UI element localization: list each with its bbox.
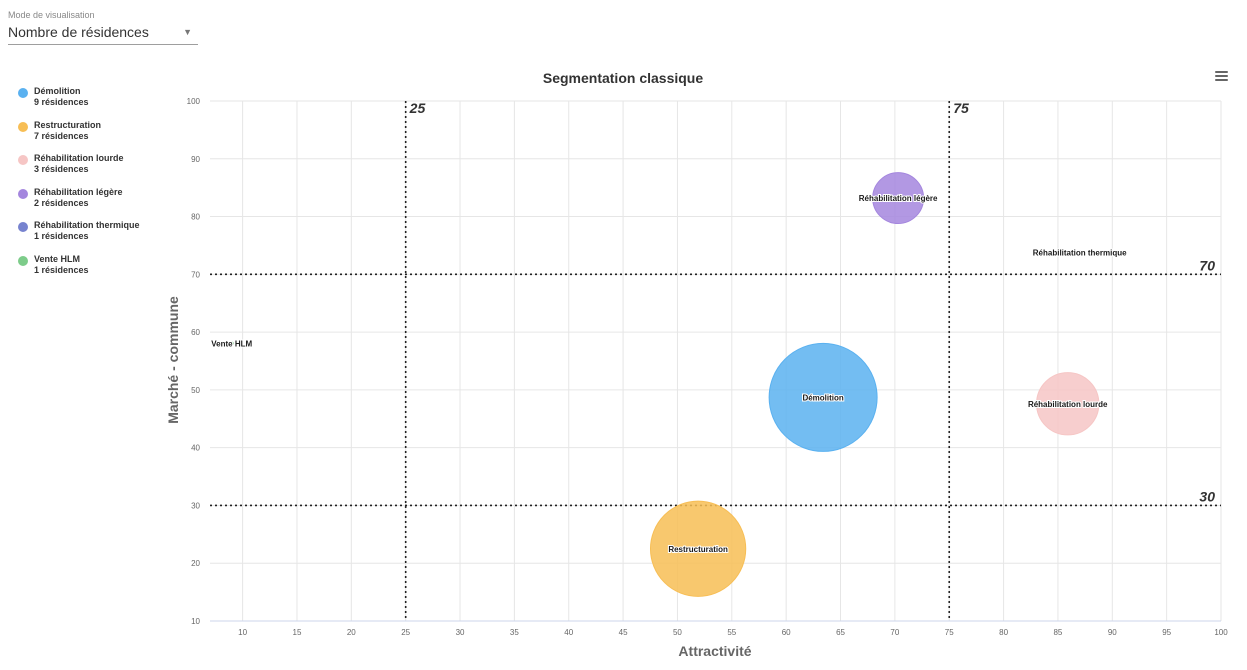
menu-bar	[1215, 79, 1228, 81]
visualisation-mode-select[interactable]: Mode de visualisation Nombre de résidenc…	[8, 10, 198, 45]
x-tick-label: 15	[293, 628, 302, 637]
bubble-data-label: Réhabilitation lourde	[1028, 400, 1108, 409]
y-tick-label: 10	[191, 617, 200, 626]
legend-item-rehabilitation-legere[interactable]: Réhabilitation légère 2 résidences	[18, 187, 168, 221]
x-tick-label: 55	[727, 628, 736, 637]
legend-item-demolition[interactable]: Démolition 9 résidences	[18, 86, 168, 120]
legend-item-name: Réhabilitation thermique	[34, 220, 140, 231]
x-tick-label: 50	[673, 628, 682, 637]
bubble-point	[229, 341, 234, 346]
bubble-point	[649, 500, 747, 597]
x-tick-label: 80	[999, 628, 1008, 637]
tick-labels: 10 15 20 25 30 35 40 45 50 55 60 65 70 75 80 85 90 95 100 1…	[187, 97, 1229, 637]
x-axis-title: Attractivité	[678, 643, 751, 659]
menu-bar	[1215, 75, 1228, 77]
x-tick-label: 45	[619, 628, 628, 637]
x-tick-label: 20	[347, 628, 356, 637]
y-tick-label: 70	[191, 270, 200, 279]
bubble-data-label: Démolition	[802, 393, 843, 402]
x-tick-label: 30	[456, 628, 465, 637]
legend-item-rehabilitation-thermique[interactable]: Réhabilitation thermique 1 résidences	[18, 220, 168, 254]
x-tick-label: 70	[890, 628, 899, 637]
legend-marker	[18, 155, 28, 166]
bubble-data-label: Restructuration	[668, 545, 728, 554]
legend-item-count: 7 résidences	[34, 130, 89, 141]
bubbles: Démolition Restructuration Réhabilitation …	[210, 172, 1128, 597]
y-tick-label: 40	[191, 444, 200, 453]
legend-marker	[18, 255, 28, 266]
legend-item-count: 2 résidences	[34, 197, 89, 208]
legend-marker	[18, 121, 28, 132]
x-tick-label: 25	[401, 628, 410, 637]
legend-marker	[18, 88, 28, 98]
x-tick-label: 85	[1053, 628, 1062, 637]
x-tick-label: 40	[564, 628, 573, 637]
y-tick-label: 80	[191, 213, 200, 222]
legend-item-name: Réhabilitation légère	[34, 186, 123, 197]
y-axis-title: Marché - commune	[165, 296, 181, 424]
bubble-point	[872, 172, 925, 225]
legend-item-count: 3 résidences	[34, 164, 89, 175]
visualisation-mode-value: Nombre de résidences	[8, 24, 149, 40]
y-tick-label: 20	[191, 559, 200, 568]
chart-title: Segmentation classique	[543, 70, 703, 86]
hamburger-menu-icon[interactable]	[1215, 71, 1228, 83]
legend-item-count: 1 résidences	[34, 231, 89, 242]
plot-line-label: 75	[953, 100, 969, 116]
x-tick-label: 100	[1214, 628, 1228, 637]
legend-marker	[18, 188, 28, 199]
legend-item-name: Restructuration	[34, 119, 102, 130]
legend-item-vente-hlm[interactable]: Vente HLM 1 résidences	[18, 254, 168, 288]
legend-item-count: 9 résidences	[34, 97, 89, 107]
x-tick-label: 90	[1108, 628, 1117, 637]
legend-item-name: Réhabilitation lourde	[34, 153, 124, 164]
visualisation-mode-dropdown[interactable]: Nombre de résidences ▼	[8, 22, 198, 45]
x-tick-label: 65	[836, 628, 845, 637]
legend-marker	[18, 222, 28, 233]
legend-item-count: 1 résidences	[34, 264, 89, 275]
plot-line-label: 30	[1199, 488, 1215, 504]
y-tick-label: 30	[191, 501, 200, 510]
bubble-data-label: Réhabilitation thermique	[1033, 248, 1127, 257]
y-tick-label: 60	[191, 328, 200, 337]
x-tick-label: 10	[238, 628, 247, 637]
plot-line-label: 25	[409, 100, 426, 116]
bubble-data-label: Réhabilitation légère	[859, 194, 938, 203]
visualisation-mode-label: Mode de visualisation	[8, 10, 95, 20]
legend-item-name: Vente HLM	[34, 253, 81, 264]
y-tick-label: 100	[187, 97, 201, 106]
x-tick-label: 35	[510, 628, 519, 637]
plot-line-label: 70	[1199, 257, 1215, 273]
chart-legend: Démolition 9 résidences Restructuration …	[18, 86, 168, 288]
y-tick-label: 50	[191, 386, 200, 395]
chevron-down-icon: ▼	[183, 27, 192, 37]
bubble-point	[1036, 372, 1100, 436]
x-tick-label: 60	[782, 628, 791, 637]
legend-item-restructuration[interactable]: Restructuration 7 résidences	[18, 120, 168, 154]
x-tick-label: 95	[1162, 628, 1171, 637]
bubble-data-label: Vente HLM	[211, 340, 252, 349]
x-tick-label: 75	[945, 628, 954, 637]
bubble-point	[1077, 250, 1082, 255]
y-tick-label: 90	[191, 155, 200, 164]
menu-bar	[1215, 71, 1228, 73]
legend-item-name: Démolition	[34, 86, 81, 96]
legend-item-rehabilitation-lourde[interactable]: Réhabilitation lourde 3 résidences	[18, 153, 168, 187]
bubble-point	[768, 342, 878, 452]
